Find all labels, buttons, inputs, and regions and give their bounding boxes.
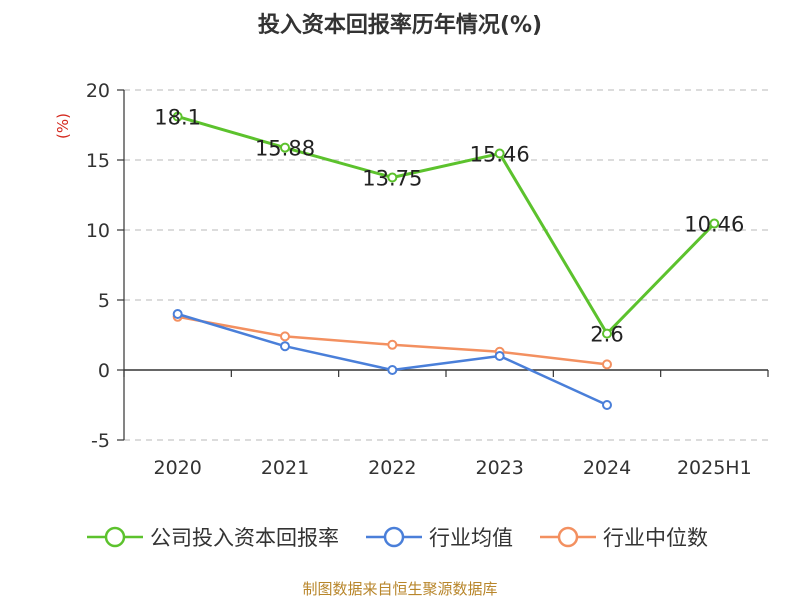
legend-marker: [557, 526, 579, 548]
chart-title: 投入资本回报率历年情况(%): [258, 12, 542, 38]
legend-label: 行业均值: [429, 526, 513, 550]
y-tick-label: 20: [86, 80, 110, 102]
data-point: [280, 331, 290, 342]
x-tick-label: 2025H1: [677, 457, 752, 479]
data-point: [709, 218, 720, 229]
legend-item: 行业中位数: [540, 526, 708, 550]
data-point: [494, 351, 505, 361]
data-point: [494, 148, 505, 159]
series-line: [177, 115, 716, 336]
source-note: 制图数据来自恒生聚源数据库: [302, 580, 497, 598]
x-tick-label: 2024: [583, 457, 631, 479]
grid-lines: [124, 89, 768, 441]
data-point: [172, 309, 183, 319]
data-point: [387, 172, 398, 183]
y-axis-label: (%): [54, 113, 72, 139]
data-point: [280, 142, 290, 153]
y-tick-label: 15: [86, 150, 110, 172]
legend: 公司投入资本回报率 行业均值 行业中位数: [87, 526, 708, 550]
data-label: 10.46: [684, 213, 744, 237]
data-point: [602, 328, 612, 339]
data-label: 15.46: [470, 143, 530, 167]
data-labels: 18.1 15.88 13.75 15.46 2.6 10.46: [154, 106, 744, 347]
y-tick-label: -5: [91, 430, 110, 452]
legend-item: 行业均值: [366, 526, 513, 550]
legend-marker: [104, 526, 126, 548]
x-tick-label: 2023: [475, 457, 523, 479]
y-tick-label: 0: [98, 360, 110, 382]
x-tick-label: 2022: [368, 457, 416, 479]
series-layer: [172, 111, 720, 410]
y-tick-label: 5: [98, 290, 110, 312]
data-point: [602, 359, 612, 370]
data-point: [387, 365, 398, 375]
data-label: 13.75: [362, 167, 422, 191]
data-label: 15.88: [255, 137, 315, 161]
legend-label: 行业中位数: [603, 526, 708, 550]
x-tick-label: 2020: [153, 457, 201, 479]
y-tick-label: 10: [86, 220, 110, 242]
data-label: 18.1: [154, 106, 201, 130]
data-point: [172, 111, 183, 122]
x-tick-label: 2021: [261, 457, 309, 479]
data-point: [280, 341, 290, 352]
data-label: 2.6: [590, 323, 623, 347]
legend-marker: [383, 526, 405, 548]
data-point: [602, 400, 612, 410]
data-point: [387, 339, 398, 350]
legend-label: 公司投入资本回报率: [150, 526, 339, 550]
legend-item: 公司投入资本回报率: [87, 526, 339, 550]
